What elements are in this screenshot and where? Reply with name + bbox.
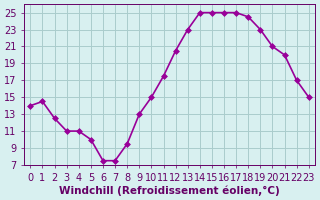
X-axis label: Windchill (Refroidissement éolien,°C): Windchill (Refroidissement éolien,°C)	[59, 185, 280, 196]
